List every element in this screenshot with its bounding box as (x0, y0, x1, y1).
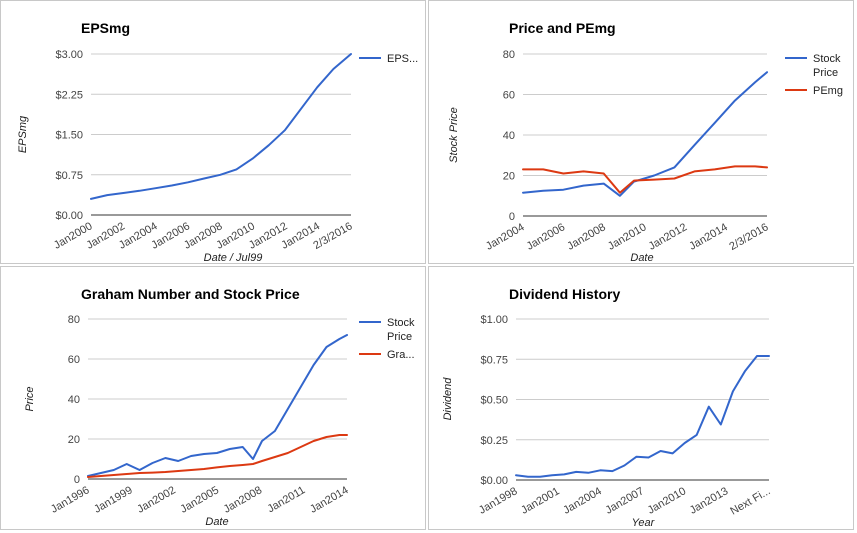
y-tick-label-epsmg: $0.00 (55, 210, 83, 222)
chart-svg-dividend: Dividend History $0.00 $0.25 $0.50 $0.75 $1.0… (442, 286, 773, 529)
chart-svg-graham: Graham Number and Stock Price 0 20 40 60 80 Ja… (24, 286, 415, 528)
legend-label-line: Price (813, 67, 838, 79)
y-axis-label-epsmg: EPSmg (17, 115, 29, 153)
x-tick-label-price-pemg: Jan2014 (687, 221, 730, 253)
x-tick-label-dividend: Jan2010 (646, 485, 689, 517)
y-axis-label-dividend: Dividend (442, 377, 454, 421)
x-tick-label-dividend: Jan2001 (519, 485, 562, 517)
y-tick-label-dividend: $0.00 (480, 475, 508, 487)
y-tick-label-epsmg: $0.75 (55, 170, 83, 182)
x-axis-label-dividend: Year (632, 517, 656, 529)
y-tick-label-dividend: $0.50 (480, 395, 508, 407)
series-line-graham-1 (87, 434, 348, 478)
y-tick-label-price-pemg: 60 (503, 90, 515, 102)
y-tick-label-price-pemg: 20 (503, 171, 515, 183)
x-tick-label-graham: Jan1996 (49, 484, 92, 516)
x-tick-label-price-pemg: Jan2008 (565, 221, 608, 253)
x-tick-label-price-pemg: 2/3/2016 (727, 221, 770, 253)
chart-svg-price-pemg: Price and PEmg020406080Jan2004Jan2006Jan… (448, 20, 843, 264)
y-tick-label-dividend: $0.75 (480, 354, 508, 366)
legend-label-price-pemg-1: PEmg (813, 85, 843, 97)
x-axis-label-price-pemg: Date (630, 252, 653, 264)
y-axis-label-price-pemg: Stock Price (448, 107, 460, 163)
chart-panel-graham: Graham Number and Stock Price 0 20 40 60 80 Ja… (0, 266, 426, 530)
y-tick-label-price-pemg: 40 (503, 130, 515, 142)
x-tick-label-dividend: Jan1998 (477, 485, 520, 517)
chart-panel-dividend: Dividend History $0.00 $0.25 $0.50 $0.75 $1.0… (428, 266, 854, 530)
legend-label-line: Price (387, 331, 412, 343)
x-axis-label-graham: Date (205, 516, 228, 528)
x-axis-label-epsmg: Date / Jul99 (204, 252, 263, 264)
series-line-dividend-0 (515, 355, 770, 478)
y-tick-label-graham: 0 (74, 474, 80, 486)
x-tick-label-graham: Jan2011 (265, 484, 307, 515)
legend-label-price-pemg-0: Stock Price (813, 53, 841, 79)
y-tick-label-epsmg: $3.00 (55, 49, 83, 61)
series-line-epsmg-0 (90, 53, 352, 200)
y-axis-label-graham: Price (24, 386, 36, 411)
x-tick-label-graham: Jan2005 (178, 484, 221, 516)
series-line-price-pemg-1 (522, 165, 768, 194)
chart-title-epsmg: EPSmg (81, 20, 130, 36)
x-tick-label-price-pemg: Jan2012 (647, 221, 690, 253)
x-tick-label-graham: Jan2008 (222, 484, 265, 516)
chart-title-price-pemg: Price and PEmg (509, 20, 616, 36)
chart-panel-price-pemg: Price and PEmg 0 20 40 60 80 Jan2004 Jan2006 Jan… (428, 0, 854, 264)
legend-label-line: Stock (813, 53, 841, 65)
x-tick-label-dividend: Jan2004 (561, 485, 604, 517)
x-tick-label-dividend: Jan2007 (603, 485, 646, 517)
x-tick-label-graham: Jan2002 (135, 484, 178, 516)
legend-label-graham-0: Stock Price (387, 317, 415, 343)
chart-panel-epsmg: EPSmg $0.00 $0.75 $1.50 $2.25 $3.00 Jan2000 Jan… (0, 0, 426, 264)
legend-label-graham-1: Gra... (387, 349, 415, 361)
y-tick-label-graham: 60 (68, 354, 80, 366)
y-tick-label-epsmg: $2.25 (55, 89, 83, 101)
legend-label-epsmg-0: EPS... (387, 53, 418, 65)
x-tick-label-dividend: Jan2013 (688, 485, 731, 517)
y-tick-label-price-pemg: 0 (509, 211, 515, 223)
x-tick-label-graham: Jan1999 (92, 484, 135, 516)
y-tick-label-price-pemg: 80 (503, 49, 515, 61)
legend-label-line: Stock (387, 317, 415, 329)
x-tick-label-price-pemg: Jan2010 (606, 221, 649, 253)
y-tick-label-dividend: $1.00 (480, 314, 508, 326)
x-tick-label-graham: Jan2014 (308, 484, 351, 516)
chart-svg-epsmg: EPSmg$0.00$0.75$1.50$2.25$3.00Jan2000Jan… (17, 20, 418, 264)
y-tick-label-graham: 80 (68, 314, 80, 326)
series-line-graham-0 (87, 334, 348, 477)
y-tick-label-graham: 20 (68, 434, 80, 446)
y-tick-label-dividend: $0.25 (480, 435, 508, 447)
x-tick-label-dividend: Next Fi... (728, 485, 772, 517)
y-tick-label-graham: 40 (68, 394, 80, 406)
chart-title-dividend: Dividend History (509, 286, 620, 302)
series-line-price-pemg-0 (522, 71, 768, 197)
y-tick-label-epsmg: $1.50 (55, 130, 83, 142)
x-tick-label-price-pemg: Jan2004 (484, 221, 527, 253)
chart-title-graham: Graham Number and Stock Price (81, 286, 300, 302)
x-tick-label-price-pemg: Jan2006 (525, 221, 568, 253)
